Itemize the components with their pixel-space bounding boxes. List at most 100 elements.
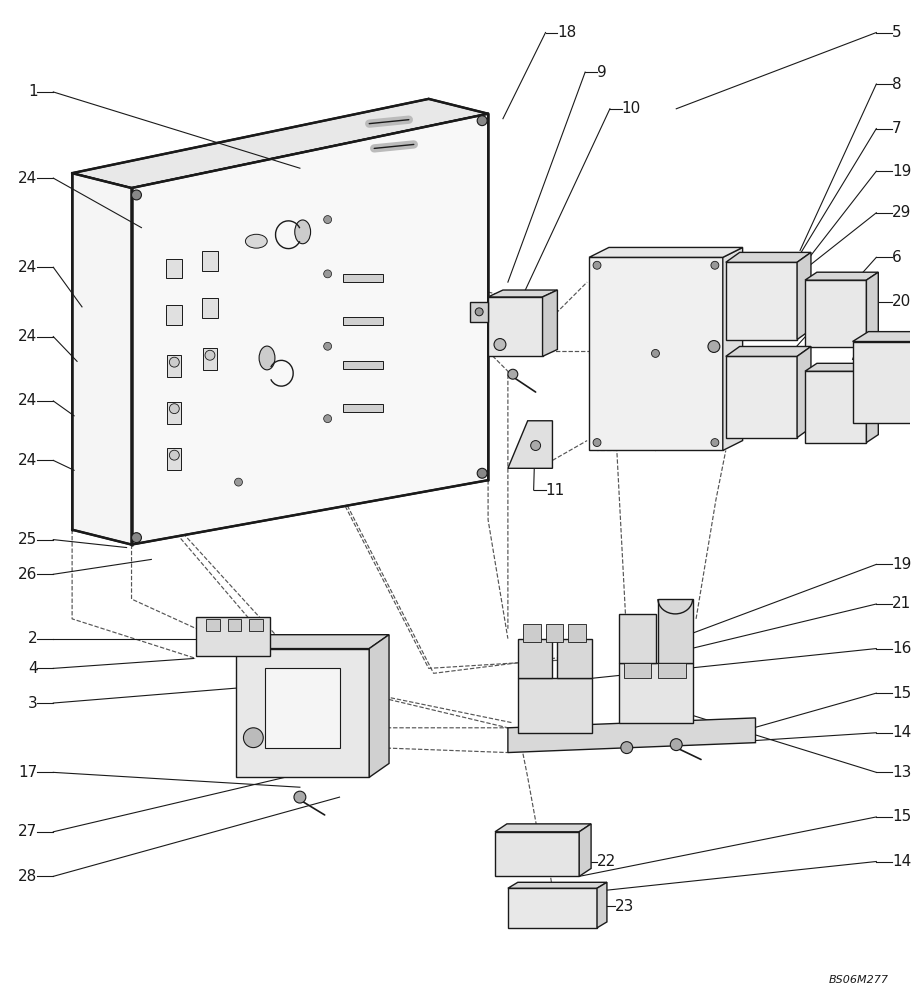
Polygon shape — [495, 832, 579, 876]
Text: 14: 14 — [892, 854, 911, 869]
Circle shape — [651, 349, 660, 357]
Text: 23: 23 — [615, 899, 634, 914]
Polygon shape — [725, 262, 797, 340]
Text: 15: 15 — [892, 686, 911, 701]
Bar — [167, 259, 182, 278]
Polygon shape — [805, 280, 867, 347]
Polygon shape — [725, 252, 811, 262]
Bar — [249, 619, 263, 631]
Bar — [227, 619, 242, 631]
Text: 27: 27 — [18, 824, 38, 839]
Polygon shape — [805, 272, 878, 280]
Polygon shape — [369, 635, 389, 777]
Bar — [344, 404, 383, 412]
Circle shape — [494, 339, 506, 350]
Polygon shape — [507, 882, 607, 888]
Text: 19: 19 — [892, 164, 911, 179]
Text: 28: 28 — [18, 869, 38, 884]
Polygon shape — [518, 678, 592, 733]
Text: BS06M277: BS06M277 — [829, 975, 889, 985]
Bar — [523, 624, 540, 642]
Polygon shape — [725, 356, 797, 438]
Bar — [659, 663, 686, 678]
Text: 24: 24 — [18, 453, 38, 468]
Text: 26: 26 — [18, 567, 38, 582]
Circle shape — [323, 270, 332, 278]
Polygon shape — [470, 302, 488, 322]
Polygon shape — [72, 99, 488, 188]
Circle shape — [475, 308, 483, 316]
Polygon shape — [507, 718, 756, 753]
Polygon shape — [488, 297, 542, 356]
Text: 24: 24 — [18, 171, 38, 186]
Polygon shape — [589, 247, 743, 257]
Text: 6: 6 — [892, 250, 902, 265]
Bar — [206, 619, 220, 631]
Ellipse shape — [295, 220, 311, 244]
Polygon shape — [723, 247, 743, 450]
Polygon shape — [507, 888, 597, 928]
Polygon shape — [853, 342, 916, 423]
Circle shape — [708, 341, 720, 352]
Text: 14: 14 — [892, 725, 911, 740]
Bar — [203, 348, 217, 370]
Text: 22: 22 — [597, 854, 616, 869]
Circle shape — [169, 357, 180, 367]
Circle shape — [593, 261, 601, 269]
Text: 29: 29 — [892, 205, 911, 220]
Polygon shape — [659, 599, 693, 663]
Text: 11: 11 — [546, 483, 565, 498]
Circle shape — [477, 116, 487, 126]
Bar — [202, 298, 218, 318]
Bar — [568, 624, 586, 642]
Text: 15: 15 — [892, 809, 911, 824]
Polygon shape — [619, 663, 693, 723]
Ellipse shape — [245, 234, 267, 248]
Circle shape — [169, 404, 180, 414]
Text: 5: 5 — [892, 25, 901, 40]
Polygon shape — [558, 639, 592, 678]
Circle shape — [711, 439, 719, 447]
Text: 8: 8 — [892, 77, 901, 92]
Bar — [624, 663, 651, 678]
Text: 7: 7 — [892, 121, 901, 136]
Text: 24: 24 — [18, 260, 38, 275]
Circle shape — [169, 450, 180, 460]
Text: 13: 13 — [892, 765, 911, 780]
Circle shape — [234, 478, 243, 486]
Bar — [202, 251, 218, 271]
Bar — [168, 448, 181, 470]
Polygon shape — [805, 371, 867, 443]
Polygon shape — [579, 824, 591, 876]
Bar — [167, 305, 182, 325]
Polygon shape — [867, 272, 878, 347]
Circle shape — [507, 369, 518, 379]
Polygon shape — [805, 363, 878, 371]
Circle shape — [323, 415, 332, 423]
Polygon shape — [725, 346, 811, 356]
Circle shape — [244, 728, 263, 748]
Text: 3: 3 — [27, 696, 38, 711]
Text: 2: 2 — [27, 631, 38, 646]
Circle shape — [323, 342, 332, 350]
Circle shape — [132, 533, 141, 543]
Bar — [344, 274, 383, 282]
Text: 18: 18 — [558, 25, 577, 40]
Text: 21: 21 — [892, 596, 911, 611]
Circle shape — [477, 468, 487, 478]
Text: 4: 4 — [27, 661, 38, 676]
Circle shape — [205, 350, 215, 360]
Circle shape — [323, 216, 332, 224]
Circle shape — [671, 739, 682, 751]
Polygon shape — [619, 614, 657, 663]
Polygon shape — [72, 173, 132, 545]
Polygon shape — [196, 617, 270, 656]
Text: 24: 24 — [18, 393, 38, 408]
Polygon shape — [235, 649, 369, 777]
Polygon shape — [589, 257, 723, 450]
Text: 25: 25 — [18, 532, 38, 547]
Polygon shape — [797, 252, 811, 340]
Text: 17: 17 — [18, 765, 38, 780]
Text: 9: 9 — [597, 65, 606, 80]
Bar — [546, 624, 563, 642]
